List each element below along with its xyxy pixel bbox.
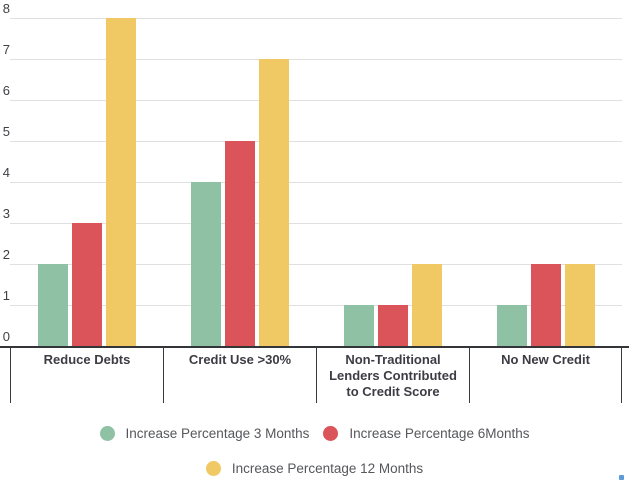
- x-axis-category-cell: Reduce Debts: [10, 348, 163, 403]
- legend-swatch-icon: [99, 425, 115, 441]
- bar-series0-category0[interactable]: [37, 264, 68, 346]
- y-axis-tick-label: 8: [2, 1, 10, 16]
- bar-series0-category3[interactable]: [496, 305, 527, 346]
- bar-series0-category1[interactable]: [190, 182, 221, 346]
- gridline: [10, 264, 622, 265]
- y-axis-tick-label: 5: [2, 124, 10, 139]
- x-axis-category-cell: Non-Traditional Lenders Contributed to C…: [316, 348, 469, 403]
- legend-swatch-icon: [323, 425, 339, 441]
- corner-watermark-icon: [619, 475, 624, 480]
- x-axis-category-label: Non-Traditional Lenders Contributed to C…: [329, 352, 457, 399]
- gridline: [10, 141, 622, 142]
- gridline: [10, 59, 622, 60]
- y-axis-tick-label: 3: [2, 206, 10, 221]
- legend-row: Increase Percentage 12 Months: [205, 459, 424, 477]
- legend-label: Increase Percentage 6Months: [349, 425, 530, 441]
- gridline: [10, 100, 622, 101]
- x-axis-category-cell: No New Credit: [469, 348, 622, 403]
- bar-series2-category2[interactable]: [411, 264, 442, 346]
- y-axis-tick-label: 1: [2, 288, 10, 303]
- y-axis-tick-label: 7: [2, 42, 10, 57]
- gridline: [10, 223, 622, 224]
- gridline: [10, 182, 622, 183]
- bar-series2-category1[interactable]: [258, 59, 289, 346]
- x-axis-category-label: Reduce Debts: [43, 352, 131, 367]
- x-axis-category-label: No New Credit: [501, 352, 590, 367]
- bar-series2-category0[interactable]: [105, 18, 136, 346]
- bar-series0-category2[interactable]: [343, 305, 374, 346]
- bar-series1-category3[interactable]: [530, 264, 561, 346]
- bar-series1-category0[interactable]: [71, 223, 102, 346]
- chart-legend: Increase Percentage 3 Months Increase Per…: [0, 418, 629, 477]
- x-axis-baseline: [0, 346, 629, 348]
- legend-item: Increase Percentage 6Months: [323, 425, 530, 441]
- legend-label: Increase Percentage 3 Months: [125, 425, 310, 441]
- legend-row: Increase Percentage 3 Months Increase Per…: [99, 424, 530, 442]
- x-axis-category-label: Credit Use >30%: [188, 352, 292, 367]
- bar-series1-category2[interactable]: [377, 305, 408, 346]
- legend-item: Increase Percentage 3 Months: [99, 425, 310, 441]
- bar-series1-category1[interactable]: [224, 141, 255, 346]
- y-axis-tick-label: 0: [2, 329, 10, 344]
- bar-series2-category3[interactable]: [564, 264, 595, 346]
- y-axis-tick-label: 4: [2, 165, 10, 180]
- gridline: [10, 305, 622, 306]
- legend-label: Increase Percentage 12 Months: [231, 460, 424, 476]
- legend-item: Increase Percentage 12 Months: [205, 460, 424, 476]
- y-axis-tick-label: 2: [2, 247, 10, 262]
- x-axis-category-cell: Credit Use >30%: [163, 348, 316, 403]
- legend-swatch-icon: [205, 460, 221, 476]
- y-axis-tick-label: 6: [2, 83, 10, 98]
- gridline: [10, 18, 622, 19]
